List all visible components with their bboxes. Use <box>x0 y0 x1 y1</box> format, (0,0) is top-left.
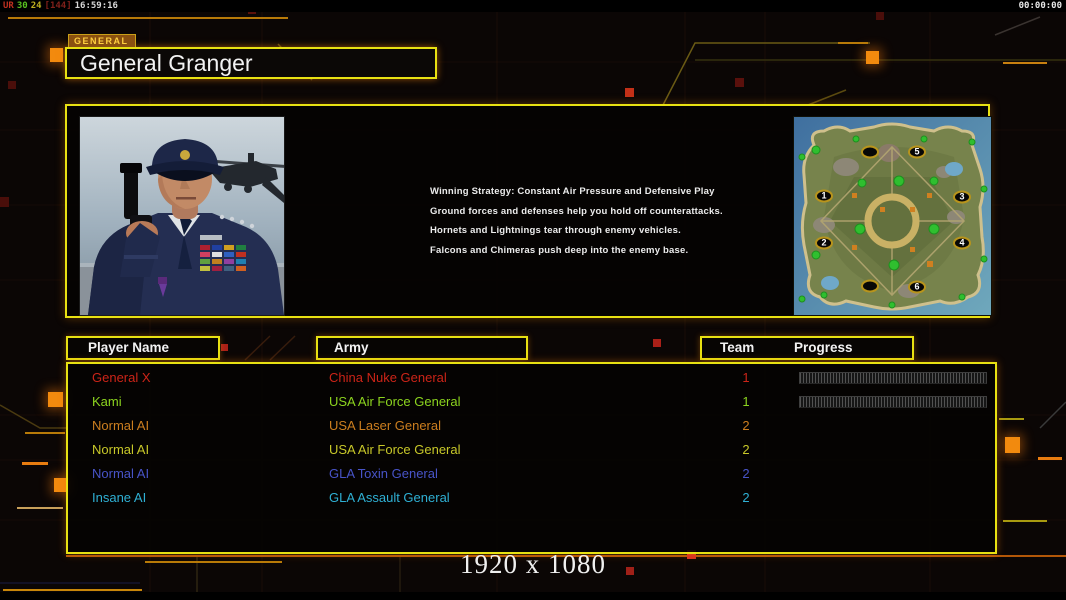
header-player-name: Player Name <box>66 336 220 360</box>
player-name: Kami <box>92 394 122 409</box>
strategy-line: Falcons and Chimeras push deep into the … <box>430 244 689 256</box>
player-army: USA Air Force General <box>329 442 461 457</box>
decor-orange-square <box>54 478 68 492</box>
strategy-text: Winning Strategy: Constant Air Pressure … <box>430 186 770 264</box>
player-team: 2 <box>742 490 750 505</box>
map-start-marker-4: 4 <box>953 236 971 250</box>
resolution-label: 1920 x 1080 <box>460 549 606 579</box>
decor-line <box>1003 62 1047 64</box>
player-name: Normal AI <box>92 466 150 481</box>
player-name: Normal AI <box>92 418 150 433</box>
decor-red-square <box>8 81 16 89</box>
decor-line <box>22 462 48 465</box>
debug-time: 16:59:16 <box>74 1 118 11</box>
header-army-label: Army <box>334 340 369 355</box>
general-name: General Granger <box>80 50 253 76</box>
decor-line <box>66 555 1066 557</box>
decor-line <box>838 42 868 44</box>
decor-line <box>1003 520 1047 522</box>
decor-red-square <box>687 550 696 559</box>
general-name-box: General Granger <box>65 47 437 79</box>
decor-red-square <box>0 197 9 207</box>
table-row: Kami USA Air Force General 1 <box>68 390 995 414</box>
debug-label: UR <box>3 1 14 11</box>
general-tab-label: GENERAL <box>68 34 136 47</box>
decor-red-square <box>221 344 228 351</box>
map-start-marker-6: 6 <box>908 280 926 294</box>
player-team: 2 <box>742 442 750 457</box>
decor-orange-square <box>866 51 879 64</box>
player-team: 2 <box>742 466 750 481</box>
decor-red-square <box>625 88 634 97</box>
table-row: Normal AI USA Air Force General 2 <box>68 438 995 462</box>
map-start-marker-empty <box>861 145 879 159</box>
player-army: GLA Toxin General <box>329 466 438 481</box>
header-army: Army <box>316 336 528 360</box>
decor-red-square <box>626 567 634 575</box>
player-name: Insane AI <box>92 490 147 505</box>
player-name: Normal AI <box>92 442 150 457</box>
strategy-line: Hornets and Lightnings tear through enem… <box>430 225 681 236</box>
bottom-letterbox-bar <box>0 592 1066 600</box>
player-army: USA Air Force General <box>329 394 461 409</box>
header-team-label: Team <box>720 340 755 355</box>
decor-line <box>999 418 1024 420</box>
decor-red-square <box>876 12 884 20</box>
table-row: Normal AI GLA Toxin General 2 <box>68 462 995 486</box>
loading-progress-bar <box>799 372 987 384</box>
top-letterbox-bar: UR 30 24 [144] 16:59:16 00:00:00 <box>0 0 1066 12</box>
general-portrait <box>79 116 285 316</box>
loading-progress-bar <box>799 396 987 408</box>
decor-red-square <box>735 78 744 87</box>
decor-line <box>8 17 288 19</box>
decor-red-square <box>653 339 661 347</box>
decor-line <box>1038 457 1062 460</box>
match-timer: 00:00:00 <box>1018 1 1062 11</box>
player-army: USA Laser General <box>329 418 442 433</box>
map-start-marker-empty <box>861 279 879 293</box>
strategy-line: Ground forces and defenses help you hold… <box>430 205 723 217</box>
debug-value2: 24 <box>30 1 42 11</box>
map-terrain <box>794 117 991 315</box>
player-team: 1 <box>742 370 750 385</box>
header-team-progress: Team Progress <box>700 336 914 360</box>
decor-line <box>3 589 142 591</box>
debug-bracket: [144] <box>44 1 72 11</box>
decor-orange-square <box>50 48 63 62</box>
player-army: GLA Assault General <box>329 490 450 505</box>
debug-stats: UR 30 24 [144] 16:59:16 <box>3 1 121 11</box>
map-start-marker-3: 3 <box>953 190 971 204</box>
strategy-line: Winning Strategy: Constant Air Pressure … <box>430 186 715 197</box>
decor-line <box>25 432 65 434</box>
map-start-marker-5: 5 <box>908 145 926 159</box>
player-name: General X <box>92 370 151 385</box>
table-row: Normal AI USA Laser General 2 <box>68 414 995 438</box>
decor-orange-square <box>48 392 63 407</box>
table-row: General X China Nuke General 1 <box>68 366 995 390</box>
general-portrait-image <box>80 117 285 315</box>
general-info-panel: Winning Strategy: Constant Air Pressure … <box>65 104 992 318</box>
map-start-marker-2: 2 <box>815 236 833 250</box>
debug-value1: 30 <box>16 1 28 11</box>
decor-line <box>17 507 63 509</box>
decor-line <box>145 561 282 563</box>
table-row: Insane AI GLA Assault General 2 <box>68 486 995 510</box>
decor-orange-square <box>1005 437 1020 453</box>
map-start-marker-1: 1 <box>815 189 833 203</box>
player-army: China Nuke General <box>329 370 447 385</box>
table-body: General X China Nuke General 1 Kami USA Air … <box>66 362 997 554</box>
player-team: 2 <box>742 418 750 433</box>
purple-heart-medal <box>158 277 167 297</box>
map-preview: 5 1 3 2 4 6 <box>793 116 992 316</box>
player-team: 1 <box>742 394 750 409</box>
header-progress-label: Progress <box>794 340 853 355</box>
ribbon-rack <box>200 245 246 271</box>
header-player-name-label: Player Name <box>88 340 170 355</box>
